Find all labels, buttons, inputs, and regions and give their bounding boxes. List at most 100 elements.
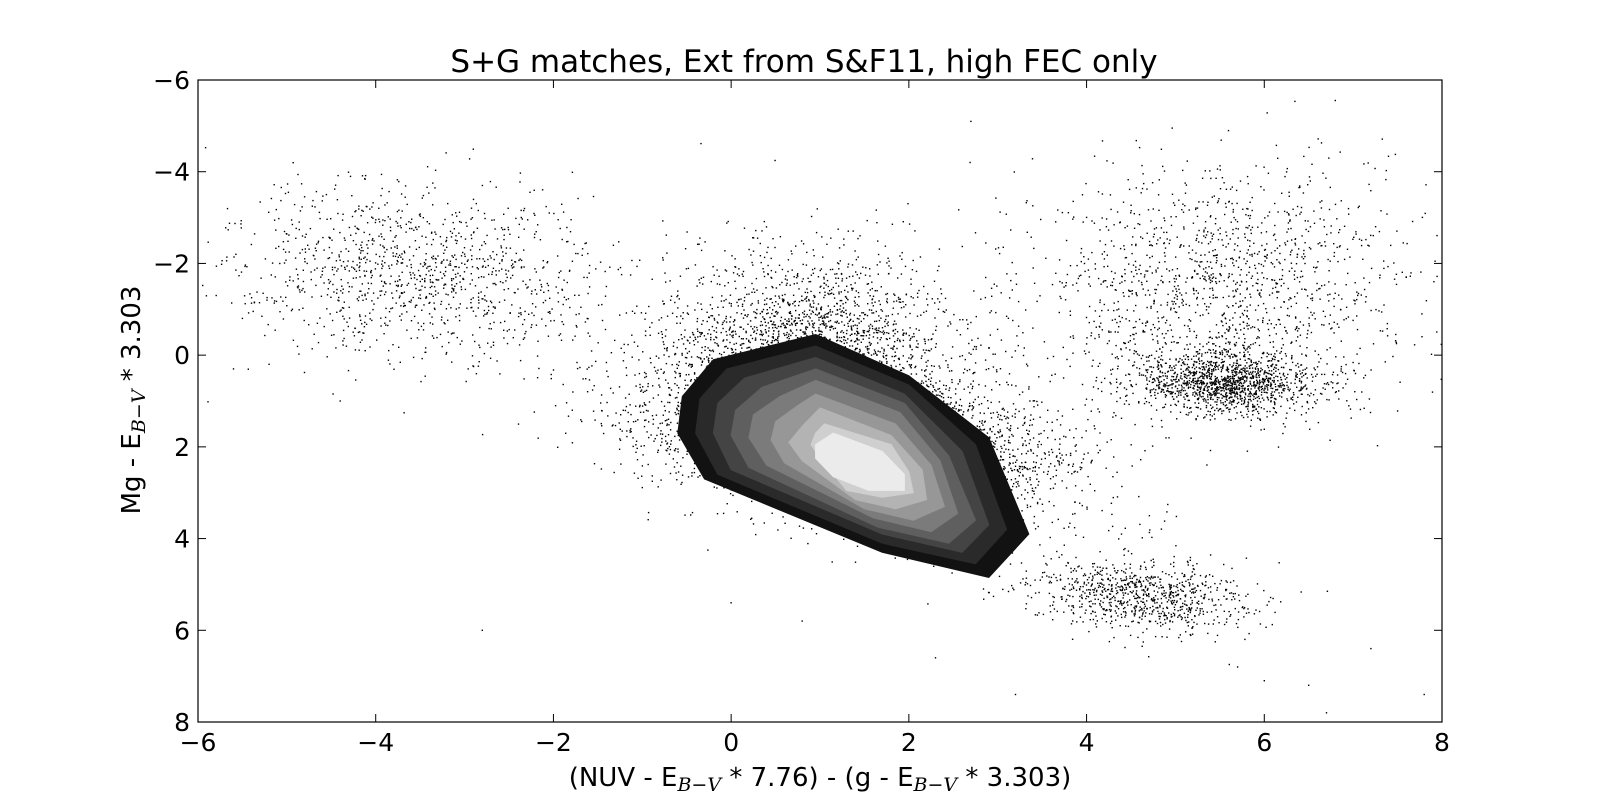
scatter-point xyxy=(824,313,826,316)
scatter-point xyxy=(869,344,871,346)
scatter-point xyxy=(905,304,907,306)
scatter-point xyxy=(847,263,850,265)
scatter-point xyxy=(792,303,794,305)
scatter-point xyxy=(892,307,894,309)
scatter-point xyxy=(760,331,763,333)
scatter-point xyxy=(812,324,815,326)
scatter-point xyxy=(858,277,861,279)
scatter-point xyxy=(737,299,740,301)
scatter-point xyxy=(801,295,803,297)
scatter-point xyxy=(806,313,808,316)
scatter-point xyxy=(826,313,828,315)
scatter-point xyxy=(831,268,834,271)
scatter-point xyxy=(1001,419,1003,421)
scatter-point xyxy=(620,347,622,349)
scatter-point xyxy=(765,332,767,334)
scatter-point xyxy=(825,323,827,325)
scatter-point xyxy=(763,522,765,524)
scatter-point xyxy=(740,338,743,340)
scatter-point xyxy=(810,215,813,218)
scatter-point xyxy=(802,312,804,314)
scatter-point xyxy=(836,262,839,264)
scatter-point xyxy=(782,322,784,324)
scatter-point xyxy=(759,333,761,336)
scatter-point xyxy=(1062,459,1064,461)
scatter-point xyxy=(635,440,638,442)
scatter-point xyxy=(1015,481,1017,483)
scatter-point xyxy=(1026,506,1029,509)
scatter-point xyxy=(846,316,848,318)
scatter-point xyxy=(655,414,658,416)
scatter-point xyxy=(1036,501,1039,504)
scatter-point xyxy=(767,335,770,337)
scatter-point xyxy=(1038,480,1040,483)
scatter-point xyxy=(990,310,993,312)
scatter-point xyxy=(747,314,749,316)
scatter-point xyxy=(710,280,712,283)
scatter-point xyxy=(839,299,841,302)
scatter-point xyxy=(805,326,807,328)
scatter-point xyxy=(774,326,776,329)
scatter-point xyxy=(689,342,691,344)
scatter-point xyxy=(699,475,701,477)
scatter-point xyxy=(823,316,826,318)
scatter-point xyxy=(699,335,701,338)
scatter-point xyxy=(649,326,651,328)
scatter-point xyxy=(858,339,860,341)
scatter-point xyxy=(860,335,862,337)
scatter-point xyxy=(902,329,904,331)
scatter-point xyxy=(851,333,853,335)
scatter-point xyxy=(825,337,827,340)
scatter-point xyxy=(887,324,889,327)
scatter-point xyxy=(848,320,850,323)
scatter-point xyxy=(1036,473,1038,476)
scatter-point xyxy=(827,313,829,315)
scatter-point xyxy=(651,415,654,417)
scatter-point xyxy=(933,365,935,367)
scatter-point xyxy=(968,342,970,345)
scatter-point xyxy=(681,481,683,484)
scatter-point xyxy=(694,309,696,311)
scatter-point xyxy=(600,468,603,470)
scatter-point xyxy=(880,317,882,319)
scatter-point xyxy=(741,273,743,275)
scatter-point xyxy=(777,331,780,333)
scatter-point xyxy=(751,302,753,305)
scatter-point xyxy=(784,327,786,329)
scatter-point xyxy=(693,344,696,346)
scatter-point xyxy=(866,314,869,317)
scatter-point xyxy=(806,296,808,298)
scatter-point xyxy=(852,287,854,290)
scatter-point xyxy=(654,370,657,372)
scatter-point xyxy=(660,331,663,333)
scatter-point xyxy=(999,429,1001,431)
scatter-point xyxy=(886,262,888,264)
scatter-point xyxy=(762,333,764,335)
scatter-point xyxy=(955,388,957,390)
scatter-point xyxy=(1139,523,1141,526)
scatter-point xyxy=(708,349,711,351)
scatter-point xyxy=(924,374,926,377)
scatter-point xyxy=(910,278,912,280)
scatter-point xyxy=(668,355,670,358)
scatter-point xyxy=(700,277,702,279)
scatter-point xyxy=(840,336,843,339)
scatter-point xyxy=(700,358,702,360)
scatter-point xyxy=(829,268,832,271)
scatter-point xyxy=(863,330,866,332)
scatter-point xyxy=(762,316,764,318)
scatter-point xyxy=(879,339,881,341)
scatter-point xyxy=(823,276,825,278)
scatter-point xyxy=(1007,471,1009,473)
scatter-point xyxy=(707,333,709,335)
scatter-point xyxy=(910,358,912,360)
scatter-point xyxy=(656,372,658,374)
scatter-point xyxy=(760,320,762,323)
scatter-point xyxy=(838,291,840,293)
scatter-point xyxy=(915,365,917,368)
scatter-point xyxy=(690,366,692,368)
scatter-point xyxy=(856,273,858,276)
scatter-point xyxy=(751,261,753,264)
scatter-point xyxy=(714,342,716,344)
scatter-point xyxy=(763,256,766,259)
